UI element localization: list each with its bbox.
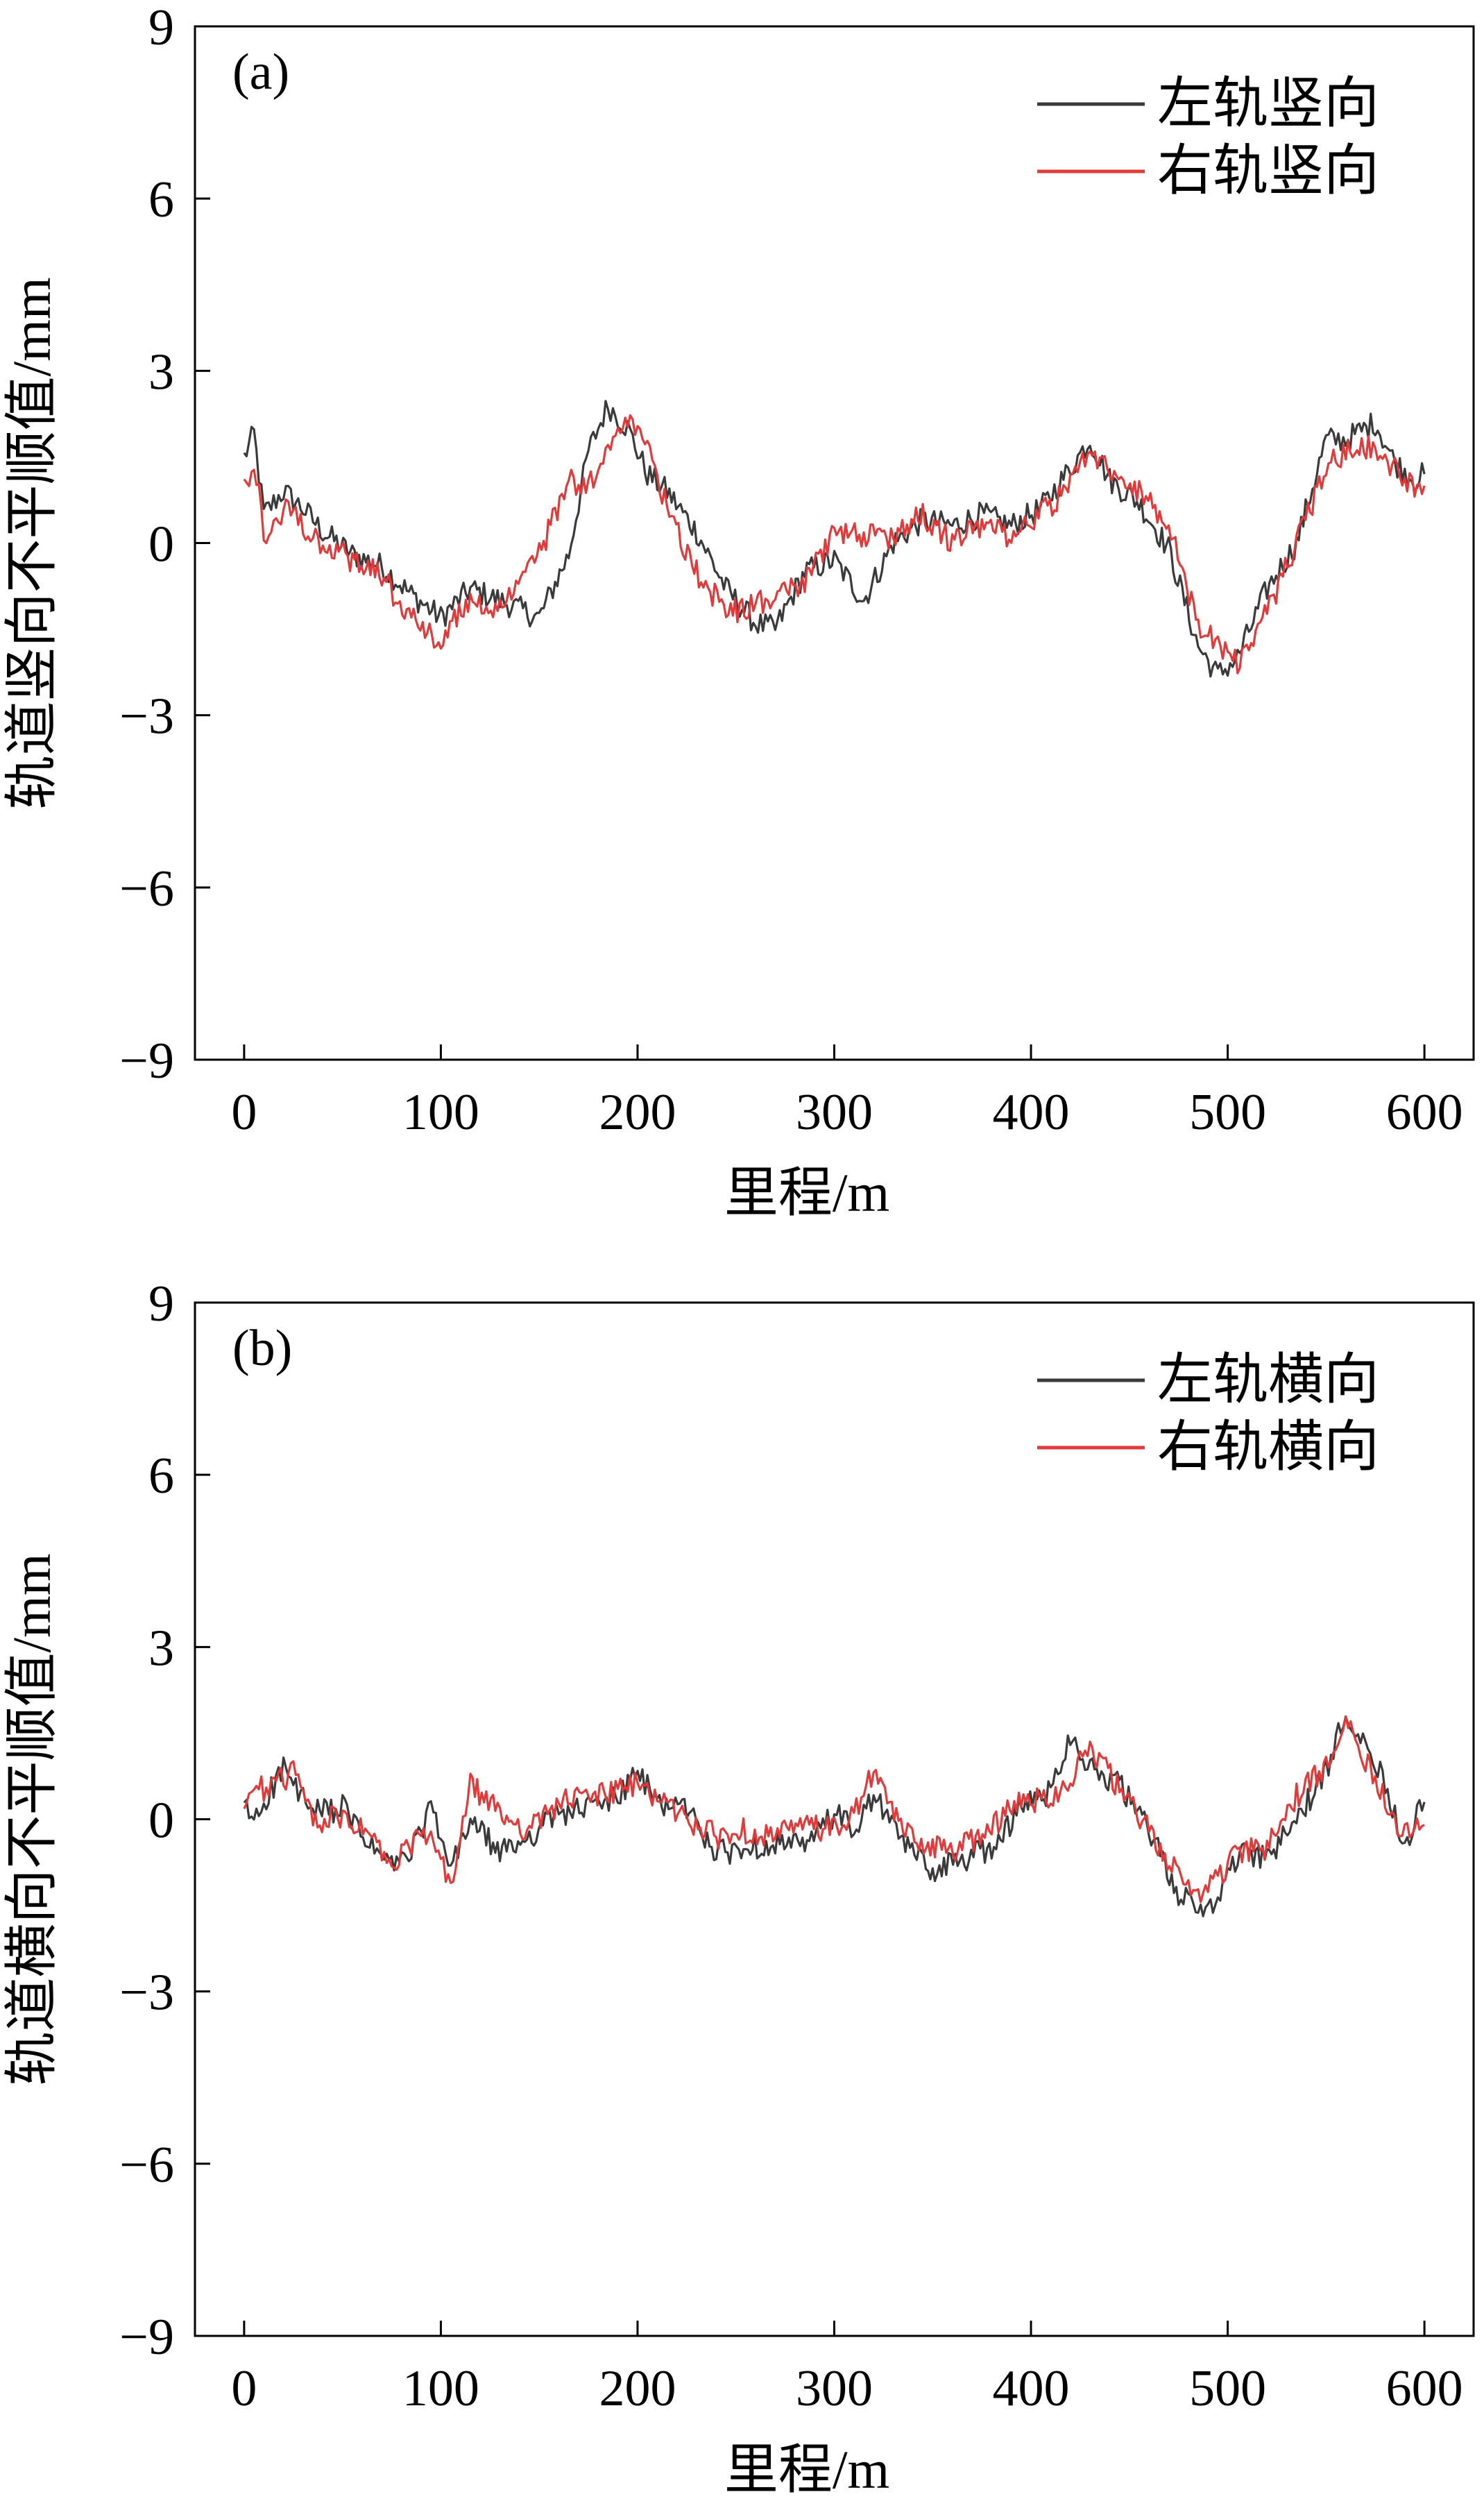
y-axis-title: 轨道横向不平顺值/mm (1, 1553, 62, 2085)
y-tick-label: 6 (148, 1448, 174, 1505)
y-tick-label: 6 (148, 171, 174, 228)
legend-label-right: 右轨竖向 (1157, 141, 1379, 202)
legend: 左轨竖向 右轨竖向 (1037, 74, 1379, 202)
chart-panel-a: 0 100 200 300 400 500 600 9 6 3 0 −3 −6 −9 (a) 左轨竖向 右… (1, 0, 1475, 1223)
y-tick-label: 0 (148, 1793, 174, 1849)
x-tick-label: 500 (1189, 1084, 1266, 1141)
series-line-left-rail (243, 400, 1426, 678)
y-tick-label: −6 (119, 2137, 174, 2194)
legend: 左轨横向 右轨横向 (1037, 1350, 1379, 1478)
x-tick-label: 0 (231, 2360, 257, 2417)
x-axis-title: 里程/m (724, 2439, 889, 2500)
y-tick-label: 9 (148, 1276, 174, 1332)
x-tick-label: 500 (1189, 2360, 1266, 2417)
y-tick-label: −6 (119, 861, 174, 917)
x-tick-label: 600 (1386, 1084, 1463, 1141)
legend-label-left: 左轨横向 (1157, 1350, 1379, 1411)
x-tick-label: 300 (796, 2360, 873, 2417)
x-tick-label: 400 (993, 1084, 1070, 1141)
x-tick-label: 600 (1386, 2360, 1463, 2417)
y-tick-label: −9 (119, 2309, 174, 2366)
y-tick-label: −9 (119, 1033, 174, 1090)
y-tick-label: 3 (148, 344, 174, 400)
y-tick-label: 3 (148, 1620, 174, 1677)
x-tick-label: 400 (993, 2360, 1070, 2417)
legend-label-left: 左轨竖向 (1157, 74, 1379, 135)
series-line-right-rail (243, 414, 1426, 675)
x-tick-label: 100 (402, 2360, 479, 2417)
x-tick-label: 100 (402, 1084, 479, 1141)
y-tick-label: 9 (148, 0, 174, 56)
axis-ticks: 0 100 200 300 400 500 600 9 6 3 0 −3 −6 −9 (119, 1276, 1462, 2417)
y-tick-label: −3 (119, 688, 174, 745)
panel-label: (a) (232, 44, 289, 101)
x-tick-label: 300 (796, 1084, 873, 1141)
x-tick-label: 200 (599, 2360, 676, 2417)
series-lines (243, 1715, 1426, 1917)
y-axis-title: 轨道竖向不平顺值/mm (1, 277, 62, 809)
series-line-right-rail (243, 1715, 1425, 1904)
x-tick-label: 0 (231, 1084, 257, 1141)
axis-ticks: 0 100 200 300 400 500 600 9 6 3 0 −3 −6 −9 (119, 0, 1462, 1141)
panel-label: (b) (232, 1320, 292, 1377)
series-lines (243, 400, 1426, 678)
y-tick-label: −3 (119, 1965, 174, 2022)
x-axis-title: 里程/m (724, 1162, 889, 1223)
x-tick-label: 200 (599, 1084, 676, 1141)
y-tick-label: 0 (148, 516, 174, 573)
chart-panel-b: 0 100 200 300 400 500 600 9 6 3 0 −3 −6 −9 (b) 左轨横向 右… (1, 1276, 1475, 2500)
legend-label-right: 右轨横向 (1157, 1417, 1379, 1478)
